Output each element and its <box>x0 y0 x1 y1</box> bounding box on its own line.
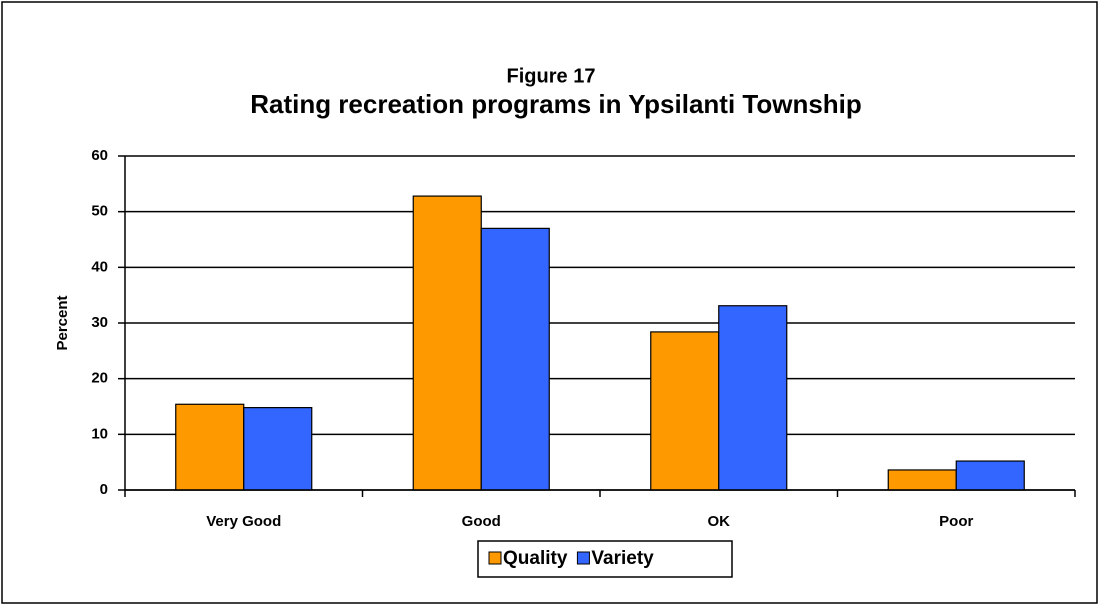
x-tick-label: Good <box>462 513 501 530</box>
y-tick-label: 0 <box>100 481 108 498</box>
y-tick-label: 60 <box>91 147 108 164</box>
legend-swatch <box>576 551 590 565</box>
legend-box <box>477 540 733 578</box>
x-tick-label: OK <box>708 513 731 530</box>
chart-subtitle: Rating recreation programs in Ypsilanti … <box>250 89 862 119</box>
y-tick-label: 10 <box>91 425 108 442</box>
bar <box>412 195 482 491</box>
bar <box>650 331 720 491</box>
bar <box>175 403 245 491</box>
bar <box>480 227 550 491</box>
y-axis-label: Percent <box>54 295 71 350</box>
x-tick-label: Poor <box>939 513 973 530</box>
bar <box>243 407 313 491</box>
legend-label: Variety <box>591 548 654 569</box>
y-tick-label: 30 <box>91 314 108 331</box>
chart-title: Figure 17 <box>507 65 596 87</box>
y-tick-label: 50 <box>91 203 108 220</box>
x-tick-label: Very Good <box>206 513 281 530</box>
bar <box>955 460 1025 491</box>
bar <box>718 305 788 491</box>
bar <box>887 469 957 491</box>
legend-swatch <box>488 551 502 565</box>
y-tick-label: 40 <box>91 258 108 275</box>
legend-label: Quality <box>503 548 568 569</box>
y-tick-label: 20 <box>91 370 108 387</box>
